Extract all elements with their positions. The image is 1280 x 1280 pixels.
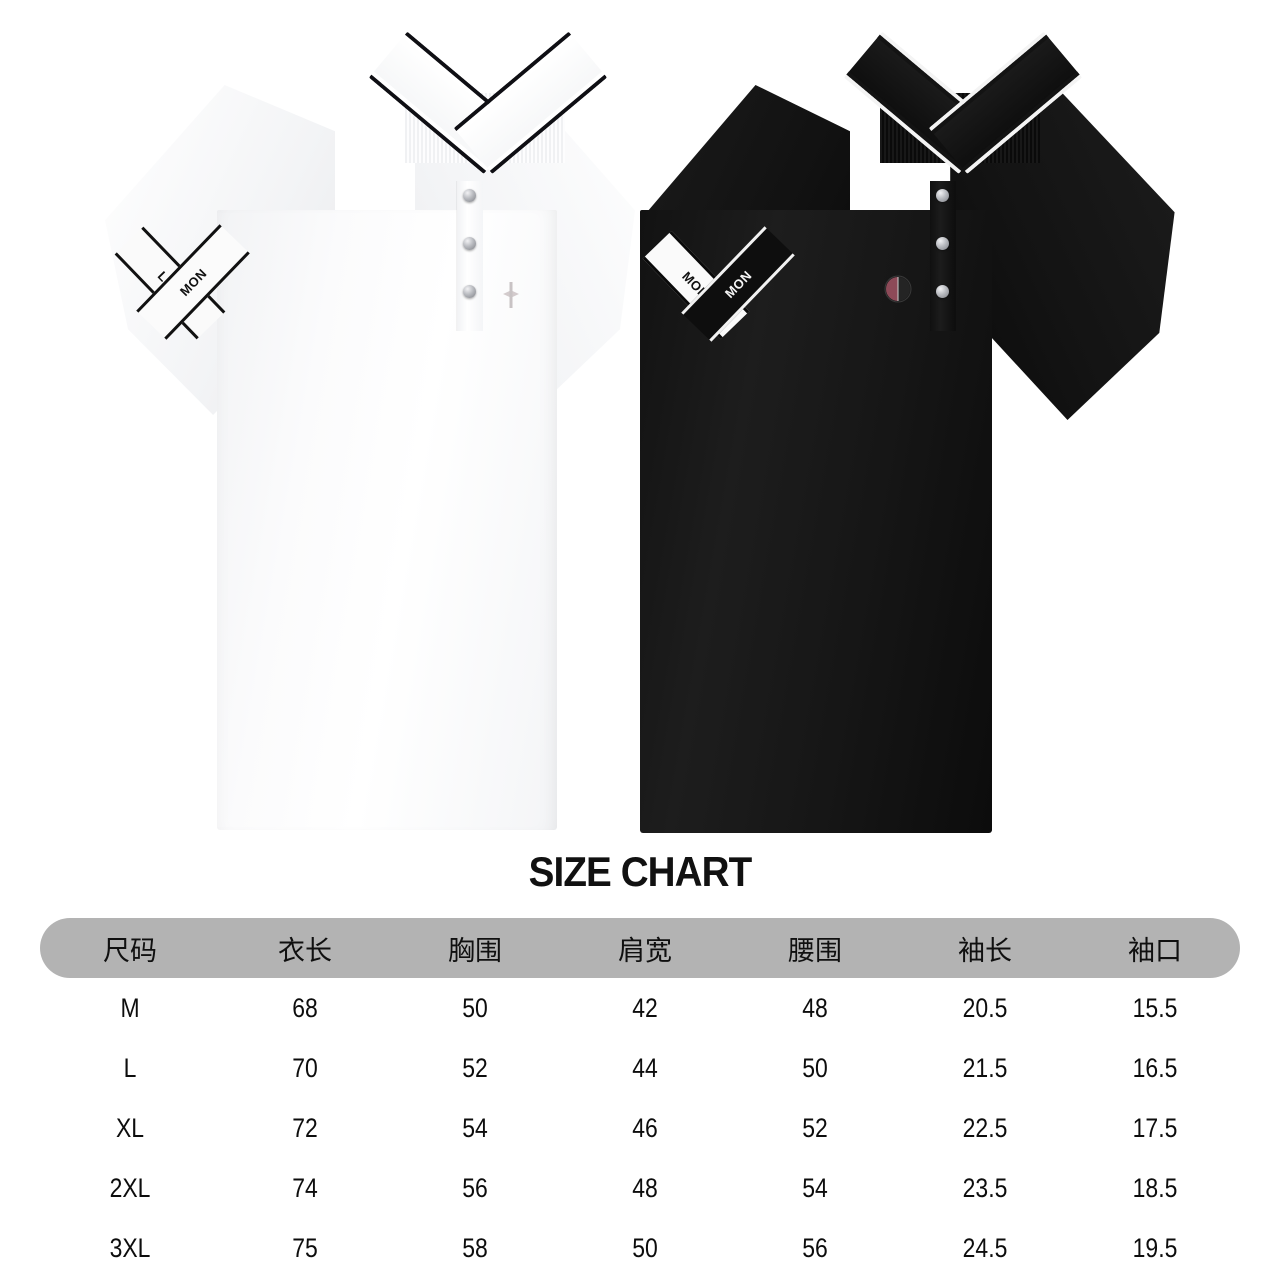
cell-sleeve-length: 20.5: [962, 992, 1008, 1023]
cell-sleeve-length: 21.5: [962, 1052, 1008, 1083]
cell-size: 3XL: [109, 1232, 151, 1263]
white-polo-button-1[interactable]: [463, 189, 476, 202]
cell-cuff: 19.5: [1132, 1232, 1178, 1263]
black-polo-shirt[interactable]: MON MON MONCLER S: [640, 31, 1200, 833]
cell-size: M: [120, 992, 140, 1023]
size-chart-header-row: 尺码 衣长 胸围 肩宽 腰围 袖长 袖口: [40, 918, 1240, 978]
cell-size: 2XL: [109, 1172, 151, 1203]
size-chart-title: SIZE CHART: [528, 848, 753, 895]
table-row: M 68 50 42 48 20.5 15.5: [40, 978, 1240, 1038]
size-chart-section: SIZE CHART 尺码 衣长 胸围 肩宽 腰围 袖长 袖口 M 68 50 …: [0, 820, 1280, 1278]
size-chart-table: 尺码 衣长 胸围 肩宽 腰围 袖长 袖口 M 68 50 42 48 20.5 …: [40, 918, 1240, 1278]
cell-waist: 56: [802, 1232, 828, 1263]
cell-chest: 58: [462, 1232, 488, 1263]
product-photo: LER MON MONCLER L MON MON MONCLER S: [105, 31, 1200, 833]
column-header-sleeve-length: 袖长: [900, 918, 1070, 978]
column-header-cuff: 袖口: [1070, 918, 1240, 978]
size-chart-body: M 68 50 42 48 20.5 15.5 L 70 52 44 50 21…: [40, 978, 1240, 1278]
white-polo-button-3[interactable]: [463, 285, 476, 298]
cell-cuff: 18.5: [1132, 1172, 1178, 1203]
cell-length: 68: [292, 992, 318, 1023]
white-polo-torso: [217, 210, 557, 830]
table-row: 2XL 74 56 48 54 23.5 18.5: [40, 1158, 1240, 1218]
white-polo-collar: MONCLER L: [105, 31, 665, 345]
cell-waist: 48: [802, 992, 828, 1023]
cell-sleeve-length: 22.5: [962, 1112, 1008, 1143]
column-header-chest: 胸围: [390, 918, 560, 978]
table-row: 3XL 75 58 50 56 24.5 19.5: [40, 1218, 1240, 1278]
cell-waist: 50: [802, 1052, 828, 1083]
cell-cuff: 17.5: [1132, 1112, 1178, 1143]
cell-chest: 54: [462, 1112, 488, 1143]
cell-waist: 52: [802, 1112, 828, 1143]
cell-size: XL: [115, 1112, 145, 1143]
black-polo-collar: MONCLER S: [580, 31, 1140, 345]
cell-shoulder: 42: [632, 992, 658, 1023]
column-header-waist: 腰围: [730, 918, 900, 978]
cell-shoulder: 44: [632, 1052, 658, 1083]
black-polo-button-3[interactable]: [936, 285, 949, 298]
cell-shoulder: 50: [632, 1232, 658, 1263]
cell-chest: 56: [462, 1172, 488, 1203]
white-polo-shirt[interactable]: LER MON MONCLER L: [105, 31, 665, 830]
column-header-length: 衣长: [220, 918, 390, 978]
cell-sleeve-length: 23.5: [962, 1172, 1008, 1203]
cell-cuff: 15.5: [1132, 992, 1178, 1023]
column-header-size: 尺码: [40, 918, 220, 978]
cell-cuff: 16.5: [1132, 1052, 1178, 1083]
black-polo-placket: [930, 181, 956, 331]
cell-length: 72: [292, 1112, 318, 1143]
cell-length: 70: [292, 1052, 318, 1083]
cell-shoulder: 48: [632, 1172, 658, 1203]
cell-shoulder: 46: [632, 1112, 658, 1143]
cell-size: L: [123, 1052, 137, 1083]
column-header-shoulder: 肩宽: [560, 918, 730, 978]
white-polo-placket: [457, 181, 483, 331]
white-polo-chest-logo-icon: [503, 282, 519, 308]
black-polo-button-2[interactable]: [936, 237, 949, 250]
black-polo-button-1[interactable]: [936, 189, 949, 202]
cell-length: 74: [292, 1172, 318, 1203]
table-row: XL 72 54 46 52 22.5 17.5: [40, 1098, 1240, 1158]
cell-sleeve-length: 24.5: [962, 1232, 1008, 1263]
cell-waist: 54: [802, 1172, 828, 1203]
cell-chest: 52: [462, 1052, 488, 1083]
cell-chest: 50: [462, 992, 488, 1023]
white-polo-button-2[interactable]: [463, 237, 476, 250]
black-polo-chest-logo-icon: [884, 275, 912, 303]
table-row: L 70 52 44 50 21.5 16.5: [40, 1038, 1240, 1098]
cell-length: 75: [292, 1232, 318, 1263]
